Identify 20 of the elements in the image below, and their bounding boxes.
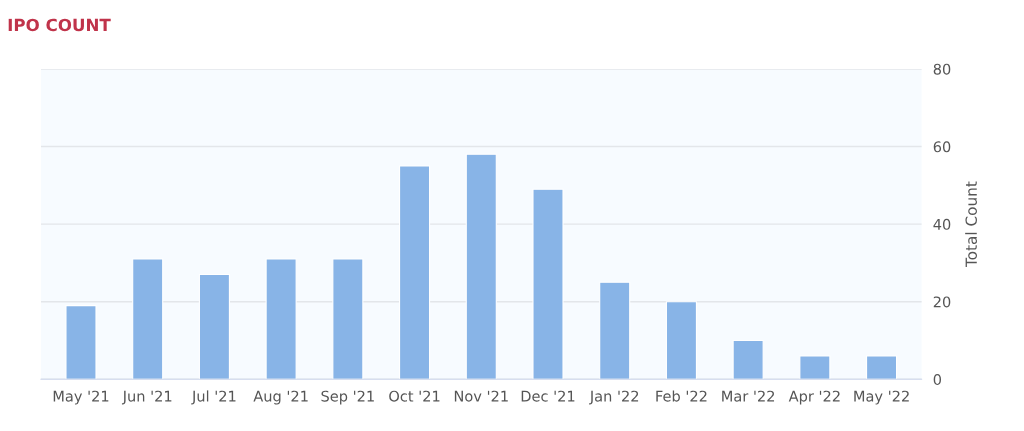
x-tick-label: Feb '22 bbox=[656, 390, 707, 402]
x-tick-label: Apr '22 bbox=[788, 390, 840, 405]
y-tick-label: 40 bbox=[933, 218, 951, 230]
x-tick-label: Mar '22 bbox=[722, 390, 775, 402]
x-tick-label: Jul '21 bbox=[191, 390, 236, 405]
x-tick-label: May '22 bbox=[854, 390, 909, 405]
x-tick-label: Nov '21 bbox=[454, 390, 508, 402]
x-tick-label: May '21 bbox=[53, 390, 109, 405]
y-tick-label: 20 bbox=[933, 296, 951, 308]
y-tick-label: 80 bbox=[933, 63, 951, 75]
x-tick-label: Jan '22 bbox=[589, 390, 639, 405]
x-tick-label: Jun '21 bbox=[121, 390, 172, 405]
y-tick-label: 0 bbox=[933, 374, 942, 386]
x-tick-label: Sep '21 bbox=[321, 390, 374, 405]
y-axis-title: Total Count bbox=[965, 181, 977, 268]
x-tick-label: Oct '21 bbox=[389, 390, 440, 402]
x-tick-label: Dec '21 bbox=[521, 390, 575, 402]
x-tick-label: Aug '21 bbox=[253, 390, 308, 405]
chart-title: IPO COUNT bbox=[8, 18, 111, 32]
y-tick-label: 60 bbox=[933, 141, 951, 153]
